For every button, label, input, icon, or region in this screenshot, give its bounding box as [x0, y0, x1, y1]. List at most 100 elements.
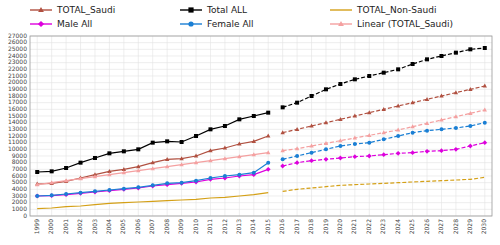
point-marker: [122, 149, 126, 153]
point-marker: [454, 51, 458, 55]
series-line: [37, 169, 268, 196]
y-tick-label: 5000: [12, 178, 27, 185]
y-grid-line: [30, 49, 492, 50]
plot-area: [35, 46, 487, 209]
point-marker: [237, 117, 241, 121]
y-grid-line: [30, 209, 492, 210]
point-marker: [151, 183, 155, 187]
x-tick-label: 2027: [437, 219, 444, 234]
point-marker: [468, 47, 472, 51]
point-marker: [353, 114, 357, 118]
point-marker: [194, 180, 199, 185]
x-grid-line: [66, 36, 67, 216]
point-marker: [208, 148, 212, 152]
point-marker: [64, 178, 68, 182]
point-marker: [425, 57, 429, 61]
x-grid-line: [340, 36, 341, 216]
plot-frame: [30, 36, 492, 216]
point-marker: [280, 130, 284, 134]
legend-item: Female All: [180, 19, 254, 29]
point-marker: [266, 134, 270, 138]
series: [281, 46, 487, 109]
point-marker: [468, 111, 472, 115]
y-tick-label: 16000: [8, 105, 27, 112]
point-marker: [107, 151, 111, 155]
x-tick-label: 2020: [336, 219, 343, 234]
point-marker: [165, 157, 169, 161]
point-marker: [180, 140, 184, 144]
point-marker: [93, 174, 97, 178]
x-grid-line: [167, 36, 168, 216]
x-tick-label: 2007: [148, 219, 155, 234]
point-marker: [194, 154, 198, 158]
point-marker: [78, 176, 82, 180]
axes: 0100020003000400050006000700080009000100…: [8, 32, 488, 235]
point-marker: [309, 144, 313, 148]
point-marker: [194, 134, 198, 138]
point-marker: [367, 74, 371, 78]
point-marker: [454, 126, 458, 130]
y-tick-label: 11000: [8, 138, 27, 145]
x-tick-label: 2014: [249, 219, 256, 234]
series-line: [37, 193, 268, 209]
y-tick-label: 14000: [8, 118, 27, 125]
point-marker: [281, 105, 285, 109]
x-grid-line: [94, 36, 95, 216]
x-tick-label: 2023: [379, 219, 386, 234]
point-marker: [237, 174, 242, 179]
point-marker: [237, 154, 241, 158]
point-marker: [280, 164, 285, 169]
point-marker: [310, 151, 314, 155]
point-marker: [252, 139, 256, 143]
x-grid-line: [282, 36, 283, 216]
point-marker: [483, 108, 487, 112]
point-marker: [165, 181, 169, 185]
point-marker: [324, 141, 328, 145]
point-marker: [122, 170, 126, 174]
point-marker: [324, 157, 329, 162]
point-marker: [151, 141, 155, 145]
x-grid-line: [441, 36, 442, 216]
point-marker: [194, 179, 198, 183]
point-marker: [338, 82, 342, 86]
point-marker: [382, 71, 386, 75]
point-marker: [439, 54, 443, 58]
y-tick-label: 19000: [8, 85, 27, 92]
legend-marker: [338, 21, 344, 26]
x-tick-label: 2016: [278, 219, 285, 234]
point-marker: [150, 184, 155, 189]
x-grid-line: [181, 36, 182, 216]
legend-label: Linear (TOTAL_Saudi): [357, 19, 453, 29]
point-marker: [353, 142, 357, 146]
point-marker: [338, 117, 342, 121]
point-marker: [439, 118, 443, 122]
y-tick-label: 25000: [8, 45, 27, 52]
x-grid-line: [152, 36, 153, 216]
y-tick-label: 1000: [12, 205, 27, 212]
x-tick-label: 2010: [192, 219, 199, 234]
point-marker: [194, 160, 198, 164]
y-tick-label: 22000: [8, 65, 27, 72]
point-marker: [266, 111, 270, 115]
y-grid-line: [30, 162, 492, 163]
point-marker: [266, 167, 271, 172]
legend-item: Total ALL: [180, 5, 247, 15]
series: [280, 108, 487, 153]
point-marker: [353, 136, 357, 140]
x-tick-label: 2013: [235, 219, 242, 234]
x-grid-line: [325, 36, 326, 216]
point-marker: [50, 193, 54, 197]
point-marker: [223, 146, 227, 150]
point-marker: [121, 187, 126, 192]
x-tick-label: 2012: [221, 219, 228, 234]
point-marker: [338, 144, 342, 148]
y-tick-label: 4000: [12, 185, 27, 192]
y-tick-label: 18000: [8, 92, 27, 99]
legend-marker: [38, 7, 44, 12]
point-marker: [396, 134, 400, 138]
point-marker: [483, 46, 487, 50]
y-tick-label: 6000: [12, 172, 27, 179]
x-tick-label: 2017: [293, 219, 300, 234]
point-marker: [381, 152, 386, 157]
x-grid-line: [51, 36, 52, 216]
